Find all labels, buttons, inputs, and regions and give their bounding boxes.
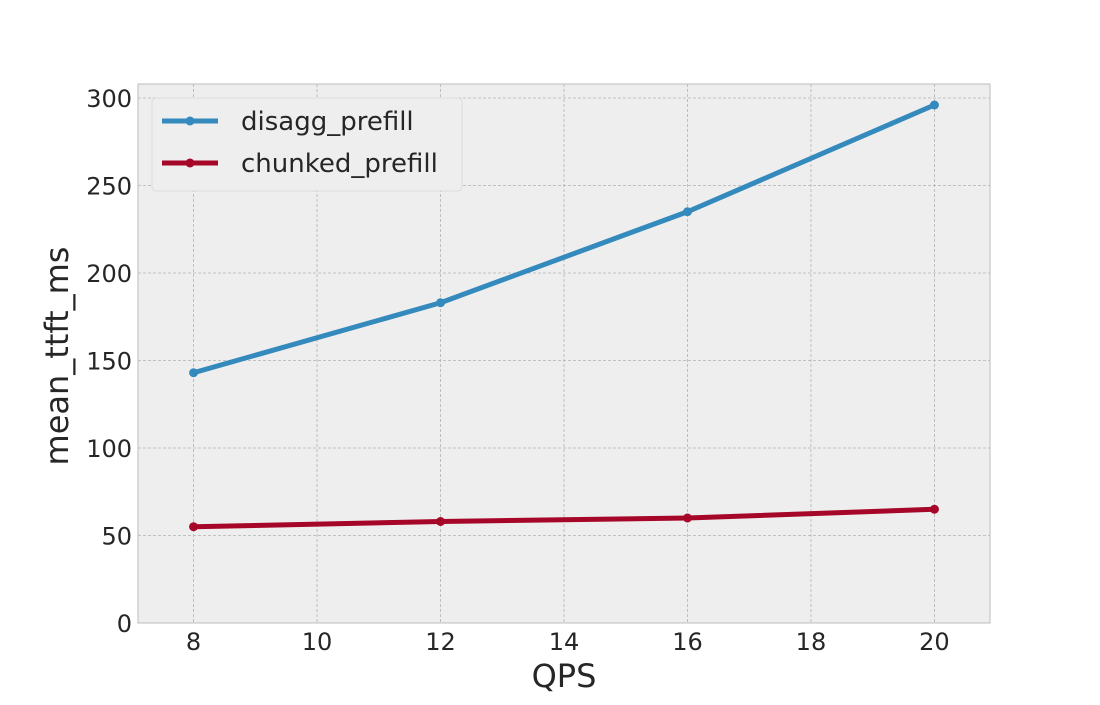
legend-label-disagg_prefill: disagg_prefill bbox=[241, 107, 414, 137]
y-tick-label: 150 bbox=[86, 348, 132, 376]
x-axis-label: QPS bbox=[532, 657, 597, 695]
x-tick-label: 14 bbox=[549, 628, 580, 656]
data-point-disagg_prefill bbox=[436, 298, 446, 308]
data-point-chunked_prefill bbox=[436, 517, 446, 526]
data-point-disagg_prefill bbox=[682, 207, 692, 217]
y-tick-label: 100 bbox=[86, 435, 132, 463]
data-point-chunked_prefill bbox=[682, 513, 692, 523]
series bbox=[189, 100, 939, 532]
x-tick-label: 20 bbox=[919, 628, 950, 656]
y-tick-label: 0 bbox=[117, 610, 132, 638]
legend-marker-chunked_prefill bbox=[185, 158, 195, 168]
legend: disagg_prefill chunked_prefill bbox=[151, 97, 463, 192]
series-line-chunked_prefill bbox=[191, 506, 937, 530]
series-line-disagg_prefill bbox=[191, 102, 937, 376]
legend-box bbox=[151, 97, 463, 192]
x-tick-label: 8 bbox=[186, 628, 201, 656]
x-tick-label: 10 bbox=[302, 628, 333, 656]
legend-label-chunked_prefill: chunked_prefill bbox=[241, 149, 438, 179]
y-tick-label: 200 bbox=[86, 260, 132, 288]
legend-marker-disagg_prefill bbox=[185, 116, 195, 126]
y-axis-label: mean_ttft_ms bbox=[38, 247, 76, 466]
y-axis: 0 50 100 150 200 250 300 bbox=[86, 85, 132, 638]
y-tick-label: 300 bbox=[86, 85, 132, 113]
data-point-chunked_prefill bbox=[189, 522, 199, 532]
data-point-disagg_prefill bbox=[929, 100, 939, 110]
y-tick-label: 50 bbox=[101, 523, 132, 551]
x-tick-label: 18 bbox=[796, 628, 827, 656]
y-tick-label: 250 bbox=[86, 173, 132, 201]
data-point-disagg_prefill bbox=[189, 368, 199, 378]
plot-frame bbox=[137, 83, 991, 624]
x-tick-label: 12 bbox=[425, 628, 456, 656]
data-point-chunked_prefill bbox=[929, 504, 939, 514]
x-axis: 8 10 12 14 16 18 20 bbox=[186, 628, 950, 656]
x-tick-label: 16 bbox=[672, 628, 703, 656]
